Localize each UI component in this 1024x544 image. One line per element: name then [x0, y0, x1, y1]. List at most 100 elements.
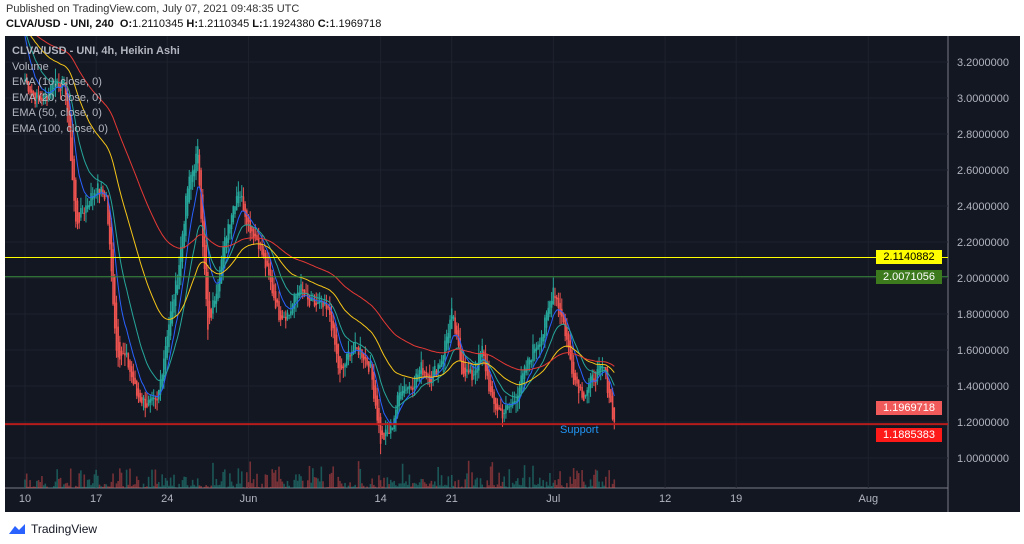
candle-body	[176, 285, 179, 294]
volume-bar	[513, 484, 516, 488]
candle-body	[425, 372, 428, 377]
volume-bar	[213, 485, 216, 488]
volume-bar	[494, 487, 497, 488]
candle-body	[447, 332, 450, 344]
volume-bar	[229, 473, 231, 488]
candle-body	[442, 355, 445, 365]
candle-body	[513, 401, 516, 405]
candle-body	[141, 397, 143, 404]
candle-body	[577, 380, 580, 394]
candle-body	[322, 301, 324, 308]
candle-body	[249, 219, 252, 233]
volume-bar	[103, 483, 106, 488]
candle-body	[159, 379, 162, 395]
volume-bar	[130, 486, 133, 488]
candle-body	[398, 392, 401, 406]
volume-bar	[317, 478, 319, 488]
candle-body	[406, 387, 409, 390]
volume-bar	[401, 463, 404, 488]
volume-bar	[423, 482, 426, 488]
candle-body	[466, 369, 468, 372]
candle-body	[217, 284, 219, 299]
volume-bar	[483, 487, 485, 488]
candle-body	[269, 269, 272, 282]
candle-body	[151, 397, 153, 401]
volume-bar	[163, 485, 165, 488]
candle-body	[396, 395, 399, 417]
candle-body	[344, 364, 346, 368]
candle-body	[86, 205, 89, 210]
candle-body	[296, 292, 299, 299]
candle-body	[135, 380, 138, 396]
candle-body	[364, 356, 367, 359]
candle-body	[52, 87, 55, 89]
volume-bar	[310, 482, 312, 488]
volume-bar	[318, 481, 321, 488]
volume-bar	[240, 471, 243, 488]
volume-bar	[481, 484, 483, 488]
volume-bar	[450, 474, 453, 488]
volume-bar	[418, 482, 421, 488]
candle-body	[39, 96, 42, 100]
candle-body	[345, 353, 348, 366]
volume-bar	[337, 476, 340, 488]
chart-area[interactable]: 3.2000000 3.0000000 2.8000000 2.6000000 2.40…	[5, 26, 1020, 512]
volume-bar	[200, 486, 202, 488]
volume-bar	[24, 479, 26, 488]
volume-bar	[535, 485, 538, 488]
candle-body	[479, 352, 482, 362]
volume-bar	[603, 485, 605, 488]
chart-svg[interactable]: 3.2000000 3.0000000 2.8000000 2.6000000 2.40…	[5, 26, 1020, 512]
volume-bar	[442, 485, 445, 488]
candle-body	[444, 340, 446, 360]
volume-bar	[584, 484, 587, 488]
volume-bar	[369, 483, 372, 488]
published-line: Published on TradingView.com, July 07, 2…	[6, 3, 300, 15]
volume-bar	[276, 481, 279, 488]
volume-bar	[173, 474, 175, 488]
volume-bar	[97, 475, 99, 488]
volume-bar	[102, 486, 104, 488]
volume-bar	[406, 484, 409, 488]
candle-body	[119, 342, 121, 360]
volume-bar	[151, 469, 153, 488]
candle-body	[183, 223, 185, 248]
candle-body	[486, 362, 489, 376]
candle-body	[356, 347, 358, 349]
volume-bar	[383, 477, 385, 488]
candle-body	[411, 387, 414, 390]
candle-body	[161, 374, 163, 387]
x-tick-label: 21	[446, 493, 458, 505]
candle-body	[132, 371, 135, 384]
candle-body	[327, 306, 329, 308]
low-value: 1.1924380	[262, 18, 315, 30]
volume-bar	[61, 486, 64, 488]
volume-bar	[242, 487, 245, 488]
volume-bar	[538, 477, 541, 488]
volume-bar	[572, 468, 575, 488]
volume-bar	[232, 485, 235, 488]
candle-body	[566, 326, 568, 340]
candle-body	[58, 82, 60, 88]
candle-body	[49, 92, 52, 96]
candle-body	[596, 369, 599, 382]
candle-body	[207, 272, 209, 330]
volume-bar	[198, 485, 201, 488]
volume-bar	[500, 485, 502, 488]
volume-bar	[552, 482, 555, 488]
candle-body	[474, 370, 477, 375]
candle-body	[491, 386, 494, 398]
volume-bar	[34, 486, 36, 488]
candle-body	[232, 206, 235, 223]
candle-body	[342, 366, 345, 368]
volume-bar	[30, 487, 33, 488]
candle-body	[383, 432, 385, 440]
candle-body	[103, 191, 106, 200]
candle-body	[213, 300, 216, 307]
candle-body	[530, 360, 533, 363]
candle-body	[242, 196, 245, 212]
volume-bar	[105, 484, 108, 488]
candle-body	[572, 361, 575, 385]
candle-body	[268, 263, 270, 275]
volume-bar	[356, 487, 358, 488]
